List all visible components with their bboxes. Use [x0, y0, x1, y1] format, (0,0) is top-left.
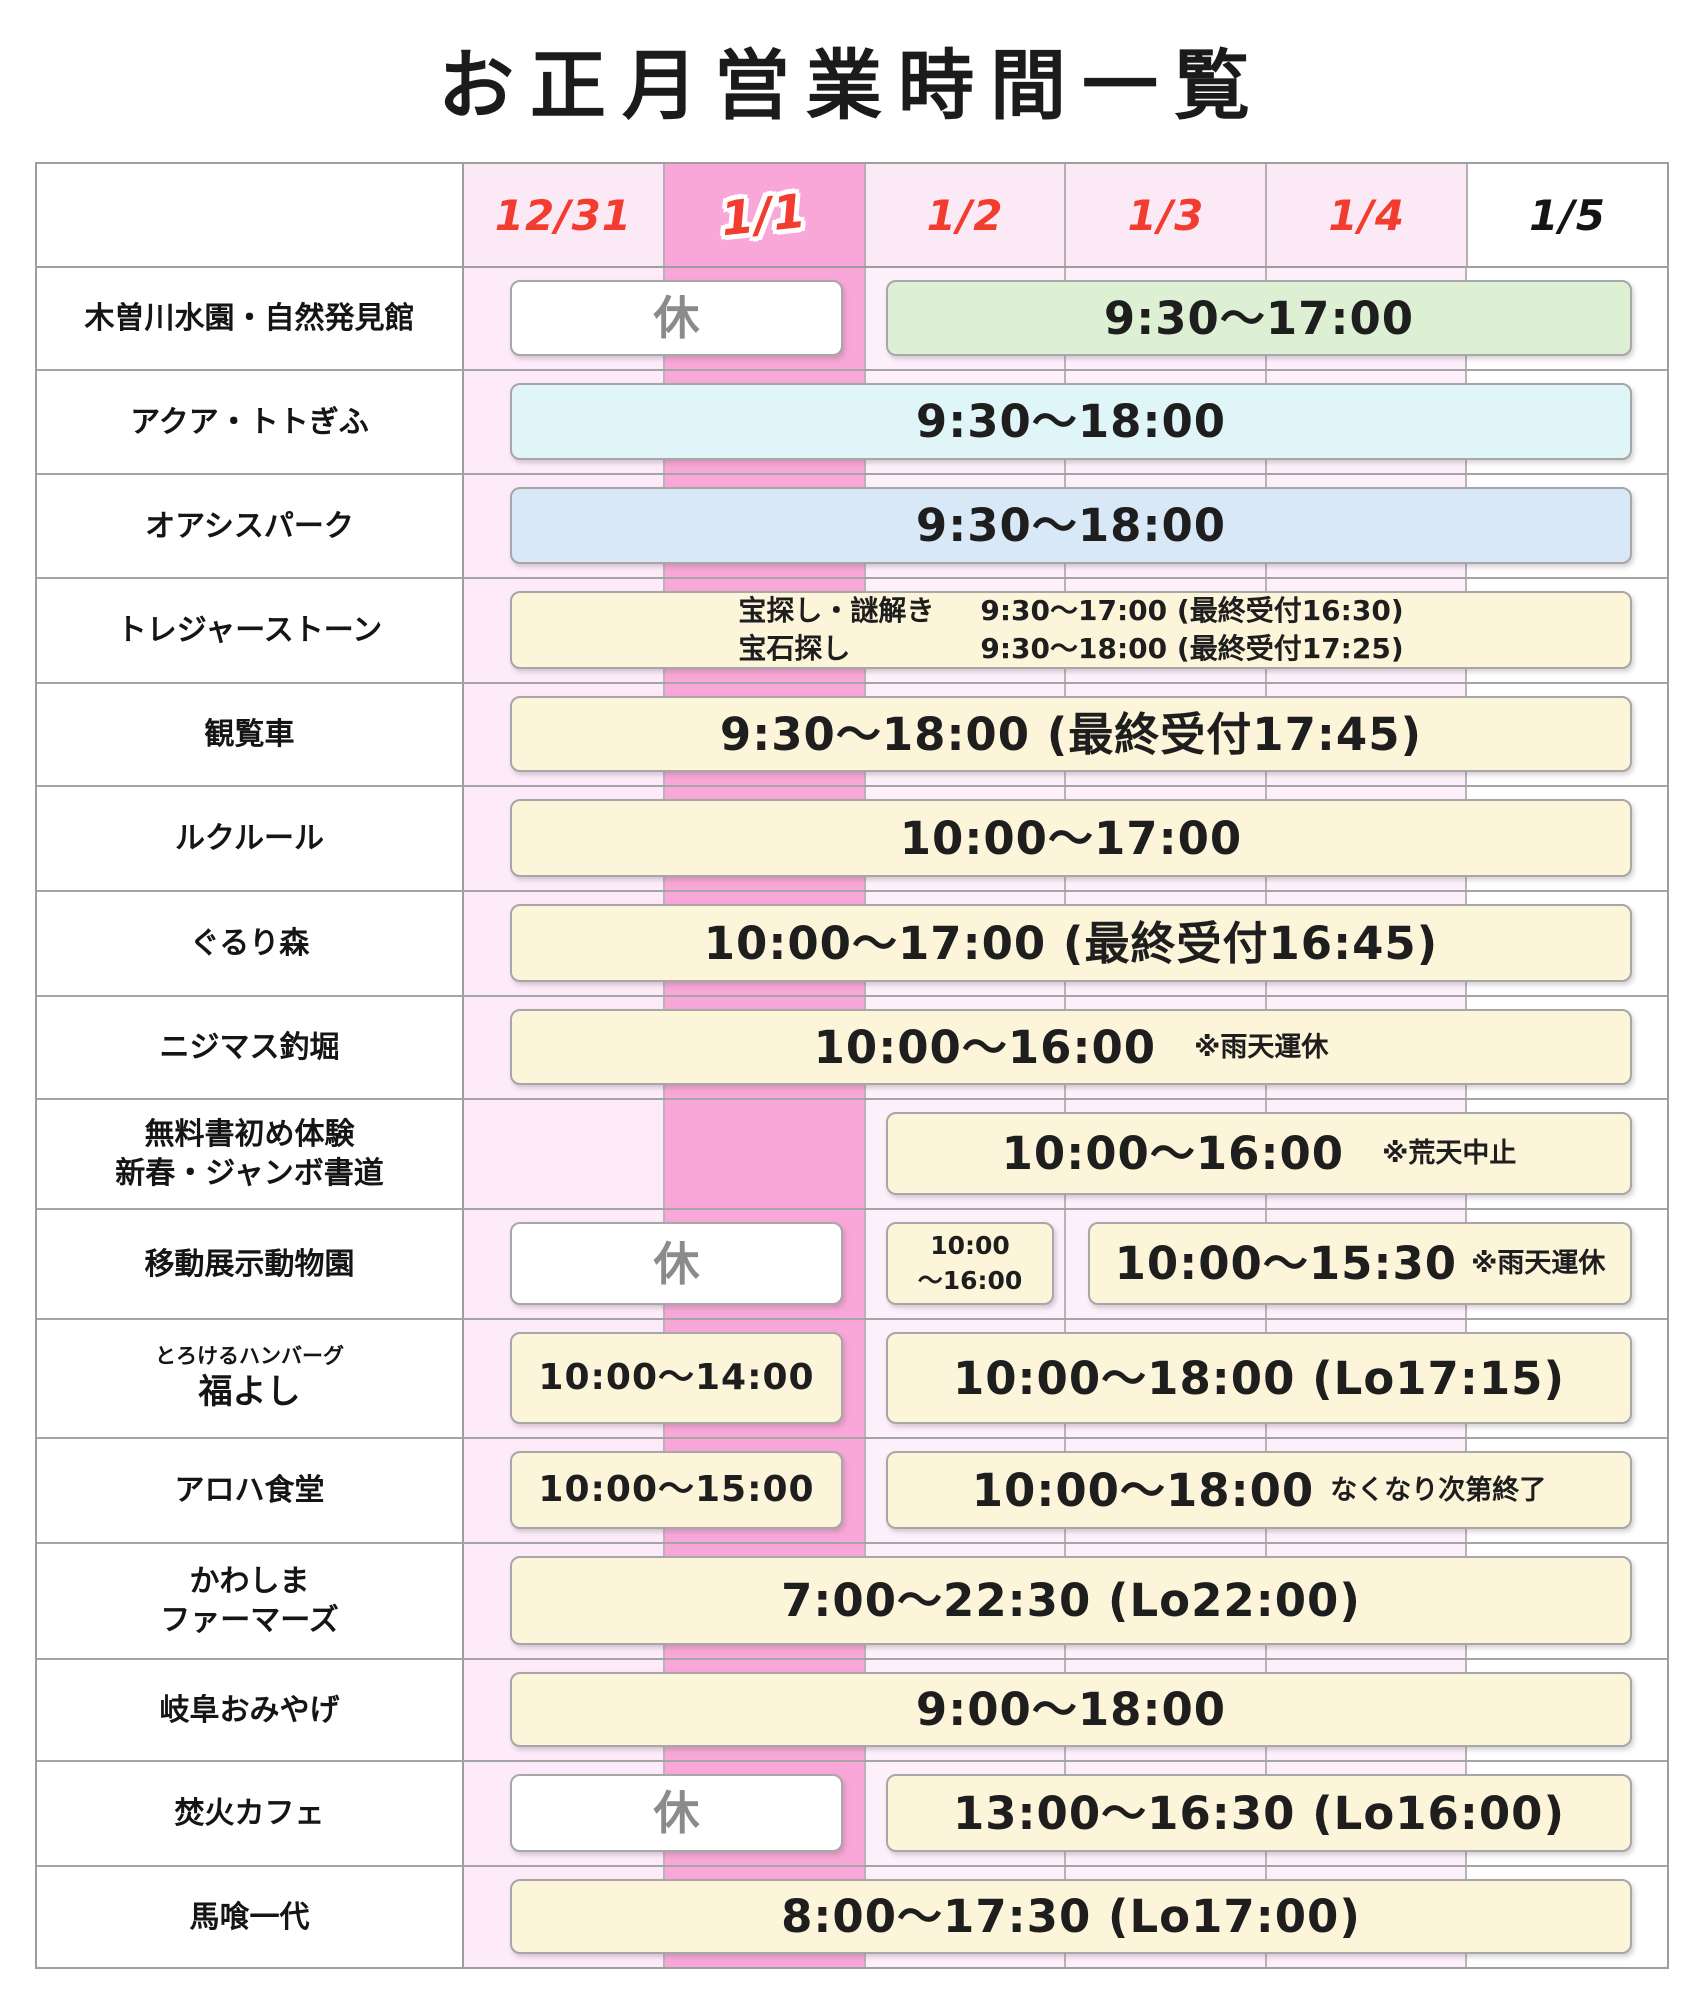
table-row: 移動展示動物園 休 10:00 〜16:00 10:00〜15:30 ※雨天運休: [37, 1210, 1667, 1320]
facility-name: ニジマス釣堀: [37, 997, 464, 1098]
facility-name: 木曽川水園・自然発見館: [37, 268, 464, 369]
date-grid: 宝探し・謎解き 9:30〜17:00 (最終受付16:30) 宝石探し 9:30…: [464, 579, 1667, 682]
activity-label: 宝探し・謎解き: [738, 593, 935, 627]
hours-bar-small: 10:00 〜16:00: [886, 1222, 1054, 1305]
date-grid: 10:00〜17:00: [464, 787, 1667, 890]
hours-bar: 10:00〜18:00 (Lo17:15): [886, 1332, 1632, 1424]
facility-name: ルクルール: [37, 787, 464, 890]
table-row: 無料書初め体験 新春・ジャンボ書道 10:00〜16:00 ※荒天中止: [37, 1100, 1667, 1210]
facility-name: 焚火カフェ: [37, 1762, 464, 1865]
date-grid: 7:00〜22:30 (Lo22:00): [464, 1544, 1667, 1658]
facility-name: 馬喰一代: [37, 1867, 464, 1967]
weather-note: ※雨天運休: [1471, 1248, 1606, 1279]
date-grid: 10:00〜14:00 10:00〜18:00 (Lo17:15): [464, 1320, 1667, 1437]
hours-bar: 9:30〜18:00: [510, 487, 1632, 564]
closed-badge: 休: [510, 1774, 843, 1852]
facility-name: 観覧車: [37, 684, 464, 785]
schedule-table: 12/31 1/1 1/2 1/3 1/4 1/5 木曽川水園・自然発見館 休 …: [35, 162, 1669, 1969]
date-header-1-3: 1/3: [1064, 164, 1266, 266]
corner-cell: [37, 164, 464, 266]
facility-name: 岐阜おみやげ: [37, 1660, 464, 1760]
hours-bar: 8:00〜17:30 (Lo17:00): [510, 1879, 1632, 1954]
hours-bar: 9:30〜18:00: [510, 383, 1632, 460]
table-row: 馬喰一代 8:00〜17:30 (Lo17:00): [37, 1867, 1667, 1967]
facility-name: オアシスパーク: [37, 475, 464, 577]
table-row: 焚火カフェ 休 13:00〜16:30 (Lo16:00): [37, 1762, 1667, 1867]
sellout-note: なくなり次第終了: [1330, 1474, 1547, 1506]
facility-name: ぐるり森: [37, 892, 464, 995]
activity-label: 宝石探し: [738, 632, 851, 665]
table-row: オアシスパーク 9:30〜18:00: [37, 475, 1667, 579]
hours-bar: 9:30〜18:00 (最終受付17:45): [510, 696, 1632, 772]
date-grid: 休 10:00 〜16:00 10:00〜15:30 ※雨天運休: [464, 1210, 1667, 1318]
table-row: 岐阜おみやげ 9:00〜18:00: [37, 1660, 1667, 1762]
table-row: 木曽川水園・自然発見館 休 9:30〜17:00: [37, 268, 1667, 371]
date-grid: 10:00〜17:00 (最終受付16:45): [464, 892, 1667, 995]
table-row: アロハ食堂 10:00〜15:00 10:00〜18:00 なくなり次第終了: [37, 1439, 1667, 1544]
hours-bar: 宝探し・謎解き 9:30〜17:00 (最終受付16:30) 宝石探し 9:30…: [510, 591, 1632, 669]
activity-hours: 9:30〜18:00 (最終受付17:25): [980, 632, 1404, 665]
facility-name: 移動展示動物園: [37, 1210, 464, 1318]
hours-bar: 9:30〜17:00: [886, 280, 1632, 356]
date-header-row: 12/31 1/1 1/2 1/3 1/4 1/5: [37, 164, 1667, 268]
date-header-1-5: 1/5: [1466, 164, 1667, 266]
date-header-12-31: 12/31: [464, 164, 663, 266]
date-grid: 10:00〜15:00 10:00〜18:00 なくなり次第終了: [464, 1439, 1667, 1542]
facility-name: トレジャーストーン: [37, 579, 464, 682]
facility-name: アクア・トトぎふ: [37, 371, 464, 473]
date-grid: 10:00〜16:00 ※雨天運休: [464, 997, 1667, 1098]
weather-note: ※雨天運休: [1194, 1031, 1329, 1063]
date-grid: 9:30〜18:00: [464, 475, 1667, 577]
page-title: お正月営業時間一覧: [438, 41, 1266, 130]
date-grid: 休 13:00〜16:30 (Lo16:00): [464, 1762, 1667, 1865]
date-header-1-1: 1/1: [662, 164, 864, 266]
date-grid: 休 9:30〜17:00: [464, 268, 1667, 369]
table-row: 観覧車 9:30〜18:00 (最終受付17:45): [37, 684, 1667, 787]
hours-bar-left: 10:00〜14:00: [510, 1332, 843, 1424]
closed-badge: 休: [510, 280, 843, 356]
weather-note: ※荒天中止: [1382, 1138, 1517, 1169]
table-row: ニジマス釣堀 10:00〜16:00 ※雨天運休: [37, 997, 1667, 1100]
date-header-1-4: 1/4: [1265, 164, 1467, 266]
facility-name: かわしま ファーマーズ: [37, 1544, 464, 1658]
facility-name: アロハ食堂: [37, 1439, 464, 1542]
hours-bar: 10:00〜16:00 ※雨天運休: [510, 1009, 1632, 1085]
hours-bar: 9:00〜18:00: [510, 1672, 1632, 1747]
table-row: ぐるり森 10:00〜17:00 (最終受付16:45): [37, 892, 1667, 997]
facility-name: とろけるハンバーグ 福よし: [37, 1320, 464, 1437]
hours-bar-left: 10:00〜15:00: [510, 1451, 843, 1529]
facility-name: 無料書初め体験 新春・ジャンボ書道: [37, 1100, 464, 1208]
date-grid: 9:30〜18:00: [464, 371, 1667, 473]
facility-subtitle: とろけるハンバーグ: [155, 1343, 344, 1368]
date-grid: 9:00〜18:00: [464, 1660, 1667, 1760]
date-grid: 10:00〜16:00 ※荒天中止: [464, 1100, 1667, 1208]
hours-bar: 7:00〜22:30 (Lo22:00): [510, 1556, 1632, 1645]
hours-bar: 13:00〜16:30 (Lo16:00): [886, 1774, 1632, 1852]
date-header-1-2: 1/2: [863, 164, 1065, 266]
hours-bar: 10:00〜16:00 ※荒天中止: [886, 1112, 1632, 1195]
table-row: とろけるハンバーグ 福よし 10:00〜14:00 10:00〜18:00 (L…: [37, 1320, 1667, 1439]
date-grid: 8:00〜17:30 (Lo17:00): [464, 1867, 1667, 1967]
table-row: ルクルール 10:00〜17:00: [37, 787, 1667, 892]
date-grid: 9:30〜18:00 (最終受付17:45): [464, 684, 1667, 785]
hours-bar: 10:00〜17:00: [510, 799, 1632, 877]
table-row: トレジャーストーン 宝探し・謎解き 9:30〜17:00 (最終受付16:30)…: [37, 579, 1667, 684]
table-row: アクア・トトぎふ 9:30〜18:00: [37, 371, 1667, 475]
closed-badge: 休: [510, 1222, 843, 1305]
hours-detail-list: 宝探し・謎解き 9:30〜17:00 (最終受付16:30) 宝石探し 9:30…: [738, 593, 1404, 665]
table-row: かわしま ファーマーズ 7:00〜22:30 (Lo22:00): [37, 1544, 1667, 1660]
activity-hours: 9:30〜17:00 (最終受付16:30): [980, 593, 1404, 627]
hours-bar: 10:00〜15:30 ※雨天運休: [1088, 1222, 1632, 1305]
hours-bar: 10:00〜18:00 なくなり次第終了: [886, 1451, 1632, 1529]
hours-bar: 10:00〜17:00 (最終受付16:45): [510, 904, 1632, 982]
